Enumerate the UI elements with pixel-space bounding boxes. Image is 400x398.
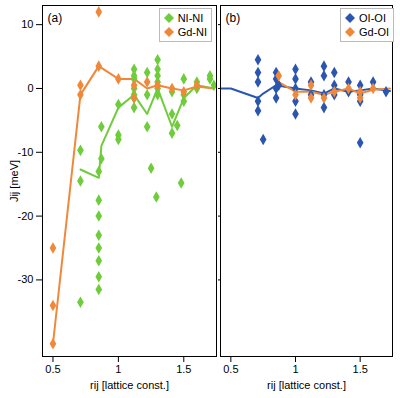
svg-text:-10: -10 (18, 146, 34, 158)
svg-text:1.5: 1.5 (176, 363, 191, 375)
html-text:Gd-OI: Gd-OI (359, 26, 389, 38)
svg-text:0.5: 0.5 (223, 363, 238, 375)
svg-text:-30: -30 (18, 273, 34, 285)
svg-text:Jij [meV]: Jij [meV] (8, 160, 20, 202)
svg-text:0.5: 0.5 (45, 363, 60, 375)
svg-text:rij [lattice const.]: rij [lattice const.] (90, 379, 169, 391)
svg-text:0: 0 (27, 82, 33, 94)
svg-text:1: 1 (292, 363, 298, 375)
svg-text:(b): (b) (226, 11, 241, 25)
html-text:NI-NI: NI-NI (177, 12, 204, 24)
svg-text:10: 10 (21, 18, 33, 30)
svg-text:-20: -20 (18, 210, 34, 222)
svg-text:(a): (a) (48, 11, 63, 25)
svg-text:1.5: 1.5 (353, 363, 368, 375)
html-text:Gd-NI: Gd-NI (177, 26, 207, 38)
html-text:OI-OI: OI-OI (359, 12, 386, 24)
svg-text:1: 1 (115, 363, 121, 375)
svg-text:rij [lattice const.]: rij [lattice const.] (267, 379, 346, 391)
